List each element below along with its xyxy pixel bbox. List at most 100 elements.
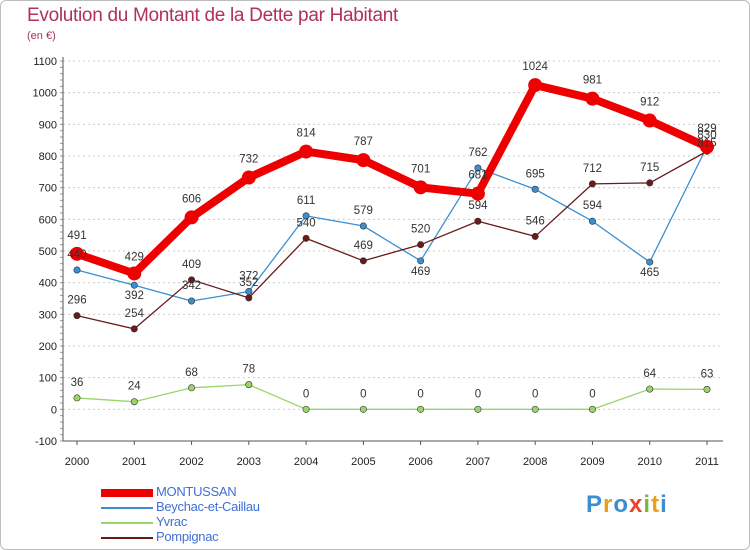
y-tick-label: -100 xyxy=(35,436,57,448)
legend-item-yvrac[interactable]: Yvrac xyxy=(101,514,361,530)
data-point xyxy=(130,325,138,333)
logo-letter: o xyxy=(613,491,630,518)
data-point xyxy=(127,266,142,281)
data-label: 78 xyxy=(242,364,255,376)
data-label: 829 xyxy=(697,123,716,135)
data-label: 981 xyxy=(583,75,602,87)
y-tick-label: 1100 xyxy=(33,56,57,68)
y-tick-label: 900 xyxy=(39,119,57,131)
x-tick-label: 2000 xyxy=(65,456,89,468)
data-point xyxy=(302,234,310,242)
y-tick-label: 200 xyxy=(39,341,57,353)
data-point xyxy=(73,394,81,402)
data-point xyxy=(470,186,485,201)
data-point xyxy=(474,405,482,413)
y-tick-label: 1000 xyxy=(33,88,57,100)
logo-letter: i xyxy=(660,491,668,518)
data-label: 491 xyxy=(67,230,86,242)
legend-item-beychac[interactable]: Beychac-et-Caillau xyxy=(101,499,361,515)
data-label: 0 xyxy=(303,388,309,400)
data-label: 342 xyxy=(182,280,201,292)
y-tick-label: 500 xyxy=(39,246,57,258)
series-line-yvrac xyxy=(76,383,708,410)
logo-letter: r xyxy=(603,491,614,518)
axes: -100010020030040050060070080090010001100… xyxy=(33,56,723,468)
logo-letter: P xyxy=(586,491,604,518)
data-label: 64 xyxy=(643,368,656,380)
data-point xyxy=(700,139,714,154)
data-point xyxy=(130,281,138,289)
x-tick-label: 2011 xyxy=(695,456,719,468)
data-point xyxy=(703,385,711,393)
legend-label-pompignac: Pompignac xyxy=(156,529,219,544)
data-point xyxy=(588,180,596,188)
data-point xyxy=(642,113,657,128)
data-label: 372 xyxy=(239,271,258,283)
x-tick-label: 2001 xyxy=(122,456,146,468)
data-point xyxy=(359,257,367,265)
legend-item-pompignac[interactable]: Pompignac xyxy=(101,529,361,545)
data-label: 352 xyxy=(239,277,258,289)
data-point xyxy=(588,405,596,413)
data-label: 36 xyxy=(71,377,84,389)
data-label: 409 xyxy=(182,259,201,271)
data-point xyxy=(245,288,253,296)
y-gridlines xyxy=(63,60,723,442)
data-point xyxy=(585,91,600,106)
data-label: 296 xyxy=(67,295,86,307)
data-label: 440 xyxy=(67,249,86,261)
legend-label-beychac: Beychac-et-Caillau xyxy=(156,499,260,514)
data-point xyxy=(245,294,253,302)
data-label: 520 xyxy=(411,224,430,236)
data-point xyxy=(531,232,539,240)
legend-label-yvrac: Yvrac xyxy=(156,514,188,529)
data-label: 787 xyxy=(354,136,373,148)
x-tick-label: 2006 xyxy=(408,456,432,468)
y-tick-label: 0 xyxy=(51,404,57,416)
data-point xyxy=(646,258,654,266)
data-point xyxy=(417,257,425,265)
data-point xyxy=(417,241,425,249)
data-label: 611 xyxy=(297,195,315,207)
series-layer xyxy=(70,78,714,413)
chart-unit-label: (en €) xyxy=(27,30,56,42)
data-label: 814 xyxy=(296,128,316,140)
data-label: 712 xyxy=(583,163,602,175)
x-tick-label: 2002 xyxy=(179,456,203,468)
data-point xyxy=(359,405,367,413)
x-tick-label: 2008 xyxy=(523,456,547,468)
data-point xyxy=(70,246,84,261)
data-point xyxy=(130,398,138,406)
data-label: 695 xyxy=(526,168,545,180)
legend-item-montussan[interactable]: MONTUSSAN xyxy=(101,484,361,500)
logo-letter: i xyxy=(643,491,652,518)
data-point xyxy=(302,212,310,220)
data-point xyxy=(474,217,482,225)
data-point xyxy=(528,78,543,93)
y-tick-label: 300 xyxy=(39,309,57,321)
logo-letter: x xyxy=(629,491,644,518)
data-label: 465 xyxy=(640,267,659,279)
data-label: 24 xyxy=(128,381,141,393)
data-label: 0 xyxy=(589,388,595,400)
data-label: 429 xyxy=(125,251,144,263)
legend-swatch-montussan xyxy=(101,489,153,497)
data-point xyxy=(359,222,367,230)
y-tick-label: 800 xyxy=(39,151,57,163)
data-point xyxy=(245,381,253,389)
data-label: 715 xyxy=(640,162,659,174)
legend: MONTUSSAN Beychac-et-Caillau Yvrac Pompi… xyxy=(101,484,361,545)
data-point xyxy=(356,153,371,168)
data-point xyxy=(531,185,539,193)
data-label: 540 xyxy=(296,217,315,229)
data-label: 594 xyxy=(468,200,488,212)
data-label: 912 xyxy=(640,97,659,109)
legend-swatch-yvrac xyxy=(101,522,153,524)
data-point xyxy=(73,266,81,274)
legend-swatch-beychac xyxy=(101,507,153,509)
data-label: 681 xyxy=(468,170,487,182)
data-label: 392 xyxy=(125,290,144,302)
y-tick-label: 400 xyxy=(39,278,57,290)
data-point xyxy=(646,385,654,393)
